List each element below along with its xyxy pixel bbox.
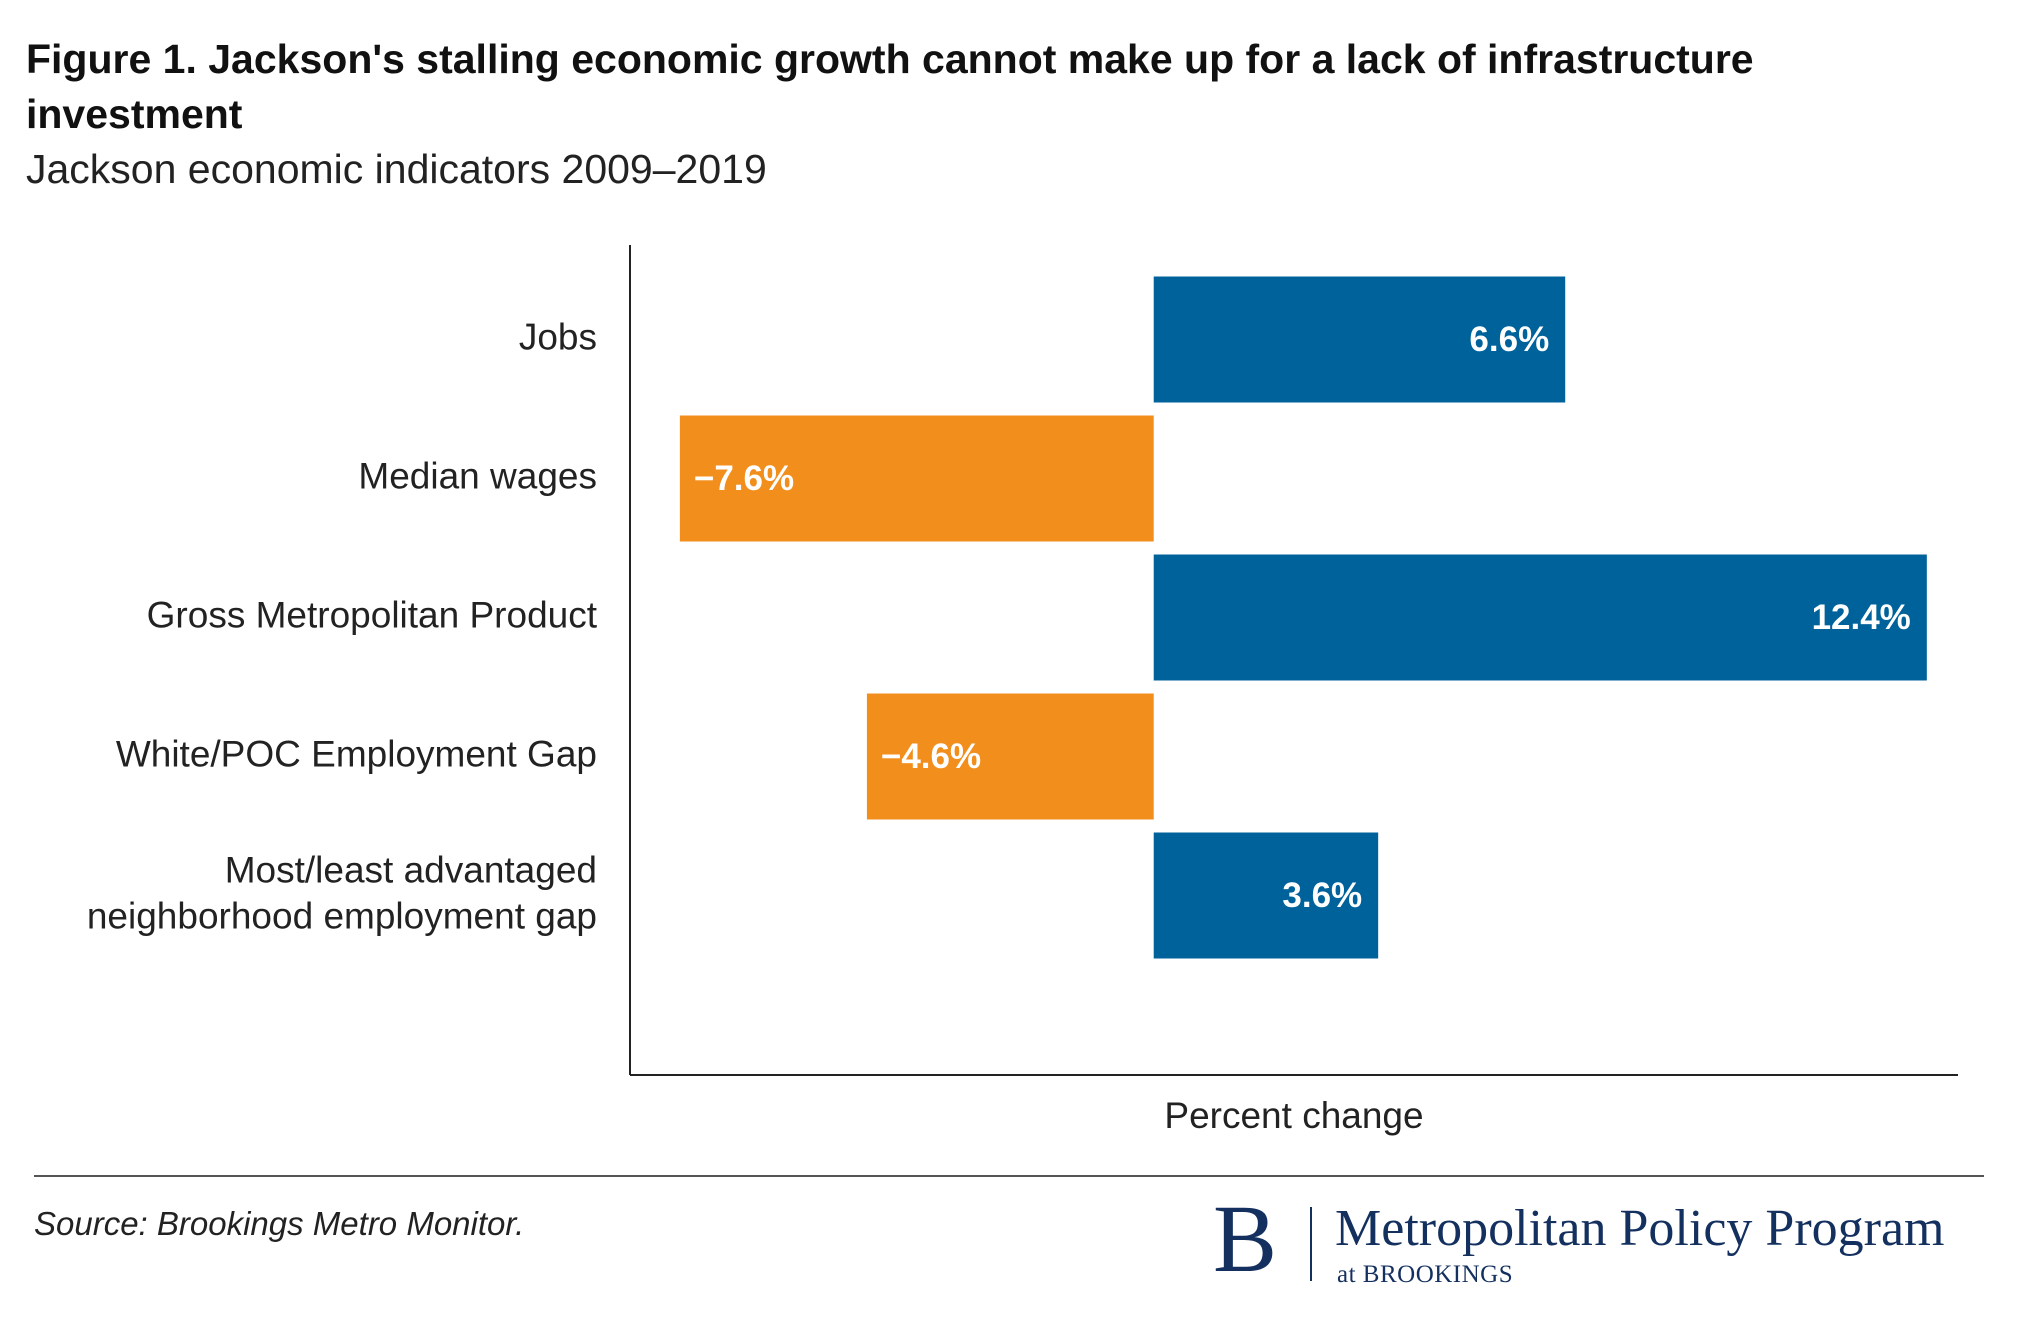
- bar-3: [866, 693, 1154, 820]
- chart-subtitle: Jackson economic indicators 2009–2019: [26, 146, 767, 192]
- category-label-4-line-1: neighborhood employment gap: [87, 895, 597, 936]
- category-label-1: Median wages: [358, 455, 597, 496]
- bar-value-label-4: 3.6%: [1282, 876, 1362, 915]
- logo-subtitle: at BROOKINGS: [1337, 1261, 1514, 1288]
- logo-letter: B: [1213, 1185, 1278, 1292]
- x-axis-title: Percent change: [1164, 1095, 1423, 1136]
- logo-divider: [1310, 1207, 1312, 1281]
- bar-value-label-3: −4.6%: [881, 737, 981, 776]
- bar-value-label-2: 12.4%: [1812, 598, 1911, 637]
- footer-divider: [34, 1175, 1984, 1177]
- chart-title: Figure 1. Jackson's stalling economic gr…: [26, 36, 1754, 137]
- category-label-2: Gross Metropolitan Product: [147, 594, 598, 635]
- category-label-3: White/POC Employment Gap: [116, 733, 597, 774]
- category-label-0: Jobs: [519, 316, 597, 357]
- brookings-logo: B Metropolitan Policy Program at BROOKIN…: [1213, 1189, 1993, 1295]
- bar-2: [1153, 554, 1927, 681]
- bar-4: [1153, 832, 1379, 959]
- logo-program-name: Metropolitan Policy Program: [1335, 1200, 1945, 1257]
- bar-0: [1153, 276, 1566, 403]
- bar-chart: 6.6% Jobs −7.6% Median wages 12.4% Gross Metr…: [87, 245, 1958, 1136]
- category-label-4-line-0: Most/least advantaged: [225, 849, 597, 890]
- source-note: Source: Brookings Metro Monitor.: [34, 1205, 525, 1242]
- bar-value-label-1: −7.6%: [694, 459, 794, 498]
- bar-value-label-0: 6.6%: [1469, 320, 1549, 359]
- bar-1: [679, 415, 1154, 542]
